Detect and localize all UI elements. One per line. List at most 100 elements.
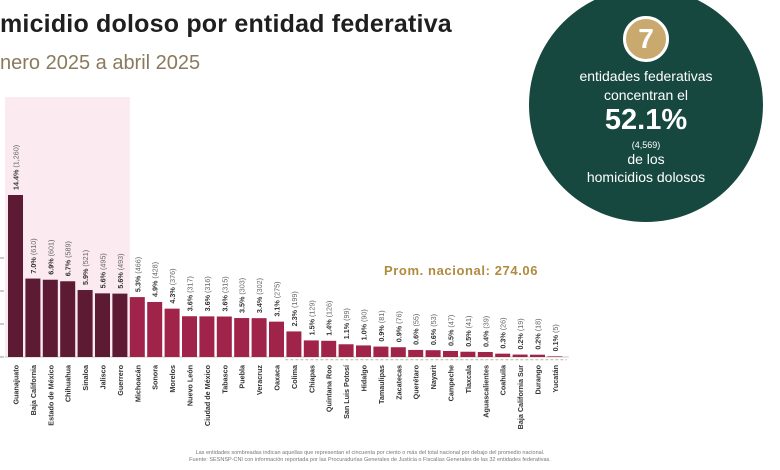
bar-durango bbox=[530, 354, 545, 357]
bar-veracruz bbox=[251, 318, 267, 357]
x-tick-label: Tlaxcala bbox=[464, 364, 473, 393]
bar-morelos bbox=[164, 308, 180, 357]
data-label: 2.3% (199) bbox=[290, 291, 299, 326]
bar-baja-california-sur bbox=[512, 354, 528, 357]
data-label: 6.7% (589) bbox=[64, 241, 73, 276]
bar-nuevo-le-n bbox=[182, 316, 197, 357]
x-tick-label: Ciudad de México bbox=[203, 364, 212, 426]
data-label: 5.6% (495) bbox=[99, 253, 108, 288]
x-tick-label: Guerrero bbox=[116, 364, 125, 395]
x-tick-label: Coahuila bbox=[499, 364, 508, 395]
data-label: 3.6% (317) bbox=[186, 276, 195, 311]
data-label: 4.3% (376) bbox=[168, 268, 177, 303]
data-label: 0.6% (55) bbox=[412, 314, 421, 345]
bar-ciudad-de-m-xico bbox=[199, 316, 215, 357]
bar-michoac-n bbox=[129, 297, 145, 357]
bar-chiapas bbox=[303, 340, 319, 357]
data-label: 7.0% (610) bbox=[29, 238, 38, 273]
bar-campeche bbox=[443, 350, 458, 357]
data-label: 4.9% (428) bbox=[151, 262, 160, 297]
summary-line-4: homicidios dolosos bbox=[586, 169, 706, 185]
data-label: 14.4% (1,260) bbox=[12, 145, 21, 190]
data-label: 0.5% (41) bbox=[464, 316, 473, 347]
summary-badge: 7 bbox=[623, 16, 669, 62]
data-label: 0.9% (76) bbox=[394, 311, 403, 342]
x-tick-label: Zacatecas bbox=[394, 365, 403, 400]
data-label: 5.6% (493) bbox=[116, 253, 125, 288]
x-tick-label: Colima bbox=[290, 364, 299, 389]
data-label: 1.5% (129) bbox=[307, 300, 316, 335]
x-tick-label: Querétaro bbox=[412, 364, 421, 399]
national-average-label: Prom. nacional: 274.06 bbox=[384, 263, 539, 278]
data-label: 0.2% (18) bbox=[534, 318, 543, 349]
data-label: 3.6% (315) bbox=[220, 276, 229, 311]
x-tick-label: Yucatán bbox=[551, 365, 560, 393]
bar-nayarit bbox=[425, 350, 441, 357]
bar-chihuahua bbox=[60, 281, 76, 357]
x-tick-label: Sonora bbox=[151, 364, 160, 390]
bar-hidalgo bbox=[356, 345, 371, 357]
x-tick-label: Chihuahua bbox=[64, 364, 73, 402]
bar-tabasco bbox=[216, 316, 232, 357]
data-label: 1.1% (99) bbox=[342, 308, 351, 339]
data-label: 3.5% (303) bbox=[238, 278, 247, 313]
x-tick-label: San Luis Potosí bbox=[342, 364, 351, 419]
bar-guanajuato bbox=[8, 195, 23, 357]
data-label: 0.1% (5) bbox=[551, 324, 560, 351]
data-label: 0.6% (53) bbox=[429, 314, 438, 345]
summary-line-2: concentran el bbox=[603, 87, 689, 103]
summary-count: (4,569) bbox=[631, 140, 661, 150]
x-tick-label: Quintana Roo bbox=[325, 364, 334, 412]
bar-quintana-roo bbox=[321, 340, 337, 357]
data-label: 3.1% (275) bbox=[273, 281, 282, 316]
data-label: 3.4% (302) bbox=[255, 278, 264, 313]
bar-san-luis-potos- bbox=[338, 344, 354, 357]
bar-estado-de-m-xico bbox=[42, 279, 58, 357]
data-label: 0.3% (26) bbox=[499, 317, 508, 348]
bar-quer-taro bbox=[408, 349, 424, 357]
x-tick-label: Hidalgo bbox=[360, 364, 369, 391]
bar-colima bbox=[286, 331, 302, 357]
data-label: 5.9% (521) bbox=[81, 250, 90, 285]
x-tick-label: Baja California bbox=[29, 364, 38, 415]
x-tick-label: Baja California Sur bbox=[516, 365, 525, 430]
bar-guerrero bbox=[112, 293, 128, 357]
bar-sonora bbox=[147, 301, 163, 357]
bar-yucat-n bbox=[547, 356, 563, 357]
summary-line-1: entidades federativas bbox=[579, 68, 713, 84]
bar-sinaloa bbox=[77, 290, 93, 357]
x-tick-label: Tabasco bbox=[220, 364, 229, 393]
footnote-line-2: Fuente: SESNSP-CNI con información repor… bbox=[189, 457, 551, 463]
x-tick-label: Michoacán bbox=[133, 365, 142, 402]
x-tick-label: Campeche bbox=[447, 365, 456, 401]
data-label: 0.4% (39) bbox=[481, 316, 490, 347]
x-tick-label: Puebla bbox=[238, 364, 247, 389]
bar-tlaxcala bbox=[460, 351, 476, 357]
bar-oaxaca bbox=[269, 321, 284, 357]
summary-circle: 7 entidades federativas concentran el 52… bbox=[529, 0, 763, 222]
x-tick-label: Chiapas bbox=[307, 365, 316, 393]
data-label: 0.9% (81) bbox=[377, 310, 386, 341]
x-tick-label: Nuevo León bbox=[186, 365, 195, 406]
bar-jalisco bbox=[95, 293, 110, 357]
data-label: 3.6% (316) bbox=[203, 276, 212, 311]
x-tick-label: Jalisco bbox=[99, 364, 108, 389]
x-tick-label: Oaxaca bbox=[273, 364, 282, 391]
bar-baja-california bbox=[25, 278, 41, 357]
x-tick-label: Estado de México bbox=[46, 364, 55, 425]
summary-line-3: de los bbox=[627, 151, 665, 167]
x-tick-label: Morelos bbox=[168, 365, 177, 393]
bar-coahuila bbox=[495, 353, 511, 357]
bar-zacatecas bbox=[390, 347, 406, 357]
x-tick-label: Nayarit bbox=[429, 364, 438, 389]
bar-aguascalientes bbox=[477, 351, 493, 357]
data-label: 1.4% (126) bbox=[325, 301, 334, 336]
footnote-line-1: Las entidades sombreadas indican aquella… bbox=[195, 450, 545, 456]
x-tick-label: Guanajuato bbox=[12, 364, 21, 404]
x-tick-label: Tamaulipas bbox=[377, 365, 386, 404]
data-label: 0.5% (47) bbox=[447, 315, 456, 346]
chart-subtitle: nero 2025 a abril 2025 bbox=[0, 52, 201, 74]
data-label: 1.0% (90) bbox=[360, 309, 369, 340]
x-tick-label: Veracruz bbox=[255, 365, 264, 395]
